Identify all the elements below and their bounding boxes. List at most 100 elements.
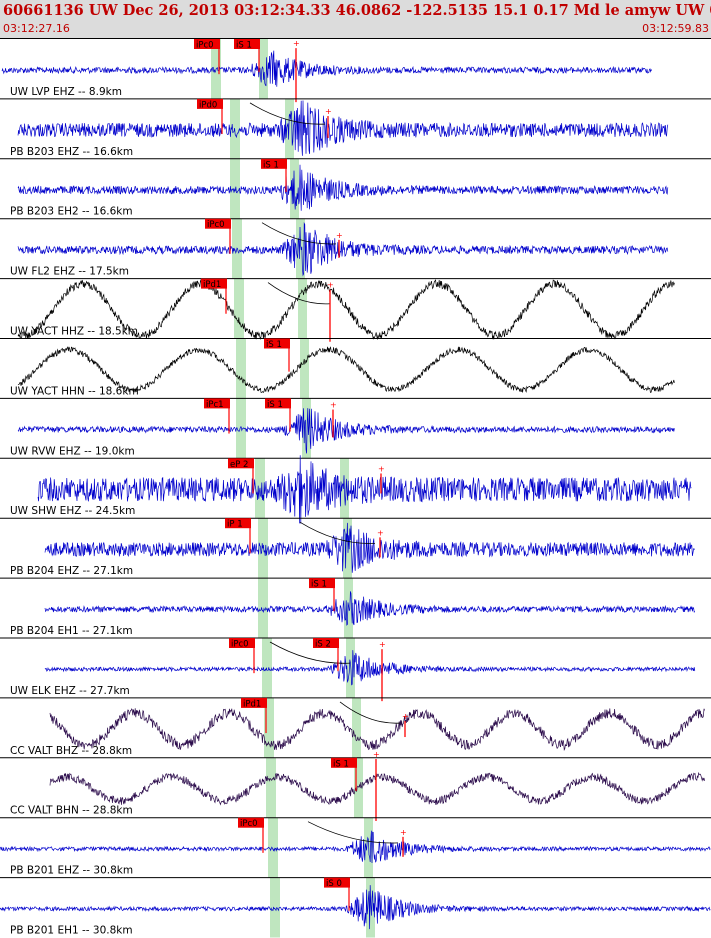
- waveform: [37, 455, 692, 524]
- p-phase-band: [270, 877, 280, 938]
- coda-curve: [269, 641, 351, 664]
- pick-flag: [238, 817, 264, 828]
- coda-curve: [299, 521, 376, 544]
- station-label: PB B203 EHZ -- 16.6km: [10, 146, 133, 158]
- phase-pick-s[interactable]: iS 1: [261, 158, 287, 192]
- coda-curve: [339, 701, 401, 724]
- pick-label: iPc0: [240, 819, 258, 829]
- pick-label: iPd0: [199, 100, 217, 110]
- phase-pick-p[interactable]: iPd0: [197, 98, 223, 135]
- pick-label: eP 2: [230, 460, 248, 470]
- trace-row[interactable]: iPc1 iS 1 + UW RVW EHZ -- 19.0km: [0, 397, 711, 457]
- pick-flag: [313, 638, 339, 648]
- pick-label: iS 2: [315, 640, 331, 650]
- time-end-label: 03:12:59.83: [642, 22, 709, 35]
- coda-curve: [249, 102, 326, 125]
- waveform: [49, 771, 705, 806]
- trace-row[interactable]: iPc0 iS 1 + UW LVP EHZ -- 8.9km: [1, 39, 653, 103]
- s-phase-band: [302, 398, 311, 459]
- time-start-label: 03:12:27.16: [3, 22, 70, 35]
- amplitude-marker: +: [336, 231, 343, 258]
- pick-flag: [261, 158, 287, 169]
- phase-pick-p[interactable]: iPc0: [194, 39, 220, 75]
- station-label: UW RVW EHZ -- 19.0km: [10, 445, 135, 457]
- svg-text:+: +: [330, 401, 337, 410]
- pick-label: iS 1: [236, 41, 252, 51]
- trace-row[interactable]: iS 1 PB B203 EH2 -- 16.6km: [0, 158, 711, 218]
- trace-row[interactable]: iS 0 PB B201 EH1 -- 30.8km: [0, 877, 711, 937]
- amplitude-marker: +: [293, 39, 300, 103]
- pick-label: iPd1: [243, 699, 261, 709]
- phase-pick-p[interactable]: iPd1: [201, 278, 227, 314]
- amplitude-marker: +: [330, 401, 337, 438]
- pick-label: iP 1: [227, 520, 243, 530]
- station-label: UW LVP EHZ -- 8.9km: [10, 86, 122, 98]
- phase-pick-p[interactable]: iPc1: [204, 398, 230, 434]
- trace-row[interactable]: iS 1 UW YACT HHN -- 18.6km: [0, 338, 711, 398]
- phase-pick-s[interactable]: iS 1: [331, 757, 357, 791]
- pick-label: iPc1: [206, 400, 224, 410]
- svg-text:+: +: [336, 231, 343, 240]
- phase-pick-p[interactable]: iPd1: [241, 697, 267, 734]
- trace-row[interactable]: iS 1 PB B204 EH1 -- 27.1km: [0, 577, 711, 637]
- phase-pick-s[interactable]: iS 1: [309, 578, 335, 612]
- coda-curve: [267, 282, 331, 305]
- svg-text:+: +: [373, 750, 380, 759]
- phase-pick-s[interactable]: iS 2: [313, 638, 339, 672]
- pick-flag: [225, 518, 251, 529]
- s-phase-band: [298, 278, 307, 339]
- svg-text:+: +: [402, 712, 409, 721]
- s-phase-band: [344, 578, 353, 638]
- event-header: 60661136 UW Dec 26, 2013 03:12:34.33 46.…: [0, 0, 711, 39]
- s-phase-band: [300, 338, 309, 399]
- amplitude-marker: +: [378, 464, 385, 494]
- trace-row[interactable]: iPd1 + CC VALT BHZ -- 28.8km: [0, 697, 711, 757]
- seismogram-panel[interactable]: iPc0 iS 1 + UW LVP EHZ -- 8.9km iPd0 + PB B203…: [0, 39, 711, 938]
- phase-pick-p[interactable]: iPc0: [238, 817, 264, 853]
- waveform: [44, 522, 696, 573]
- phase-pick-p[interactable]: iPc0: [205, 218, 231, 254]
- pick-label: iS 1: [267, 400, 283, 410]
- waveform: [0, 830, 711, 864]
- phase-pick-s[interactable]: iS 1: [264, 338, 290, 372]
- trace-row[interactable]: iPc0 + UW FL2 EHZ -- 17.5km: [0, 218, 711, 278]
- phase-pick-p[interactable]: eP 2: [228, 458, 254, 494]
- p-phase-band: [236, 338, 246, 399]
- station-label: UW FL2 EHZ -- 17.5km: [10, 266, 129, 278]
- waveform: [17, 222, 669, 277]
- pick-label: iS 0: [326, 879, 342, 889]
- station-label: UW YACT HHZ -- 18.5km: [10, 326, 138, 338]
- trace-row[interactable]: iPc0 + PB B201 EHZ -- 30.8km: [0, 817, 711, 877]
- pick-label: iS 1: [263, 160, 279, 170]
- trace-row[interactable]: iPc0 iS 2 + UW ELK EHZ -- 27.7km: [0, 637, 711, 702]
- trace-row[interactable]: iP 1 + PB B204 EHZ -- 27.1km: [0, 517, 711, 577]
- phase-pick-s[interactable]: iS 1: [265, 398, 291, 432]
- trace-row[interactable]: iPd1 + UW YACT HHZ -- 18.5km: [0, 278, 711, 342]
- trace-row[interactable]: eP 2 + UW SHW EHZ -- 24.5km: [0, 455, 711, 524]
- s-phase-band: [346, 638, 355, 698]
- station-label: PB B203 EH2 -- 16.6km: [10, 206, 133, 218]
- s-phase-band: [343, 518, 352, 579]
- svg-text:+: +: [400, 828, 407, 837]
- waveform: [17, 278, 675, 341]
- phase-pick-s[interactable]: iS 1: [234, 39, 260, 73]
- phase-pick-s[interactable]: iS 0: [324, 877, 350, 911]
- svg-text:+: +: [293, 39, 300, 48]
- station-label: CC VALT BHZ -- 28.8km: [10, 745, 132, 757]
- pick-flag: [234, 39, 260, 49]
- waveform: [17, 408, 675, 454]
- station-label: CC VALT BHN -- 28.8km: [10, 805, 133, 817]
- pick-label: iPd1: [203, 280, 221, 290]
- svg-text:+: +: [327, 281, 334, 290]
- trace-row[interactable]: iPd0 + PB B203 EHZ -- 16.6km: [0, 98, 711, 158]
- pick-flag: [324, 877, 350, 888]
- p-phase-band: [266, 757, 276, 818]
- phase-pick-p[interactable]: iP 1: [225, 518, 251, 554]
- trace-row[interactable]: iS 1 + CC VALT BHN -- 28.8km: [0, 750, 711, 821]
- amplitude-marker: +: [402, 712, 409, 738]
- pick-flag: [197, 98, 223, 109]
- phase-pick-p[interactable]: iPc0: [229, 638, 255, 674]
- amplitude-marker: +: [325, 107, 332, 139]
- s-phase-band: [296, 218, 305, 279]
- coda-curve: [307, 821, 399, 844]
